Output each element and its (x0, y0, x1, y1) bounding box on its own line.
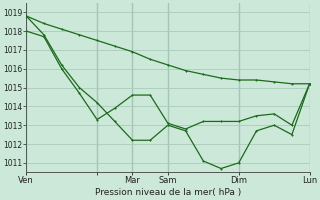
X-axis label: Pression niveau de la mer( hPa ): Pression niveau de la mer( hPa ) (95, 188, 241, 197)
